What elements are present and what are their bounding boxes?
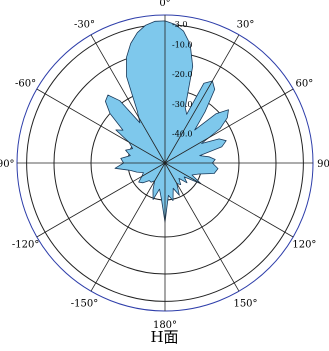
angle-tick-label: 90° <box>317 159 329 170</box>
radial-tick-label: -40.0 <box>172 129 193 138</box>
radial-tick-label: -20.0 <box>172 70 193 79</box>
radial-tick-label: -30.0 <box>172 100 193 109</box>
spoke <box>164 162 294 238</box>
angle-tick-label: -30° <box>74 20 95 31</box>
angle-tick-label: -150° <box>71 298 98 309</box>
angle-tick-label: 120° <box>292 240 316 251</box>
chart-caption: H面 <box>150 328 178 346</box>
angle-tick-label: -120° <box>12 240 39 251</box>
radial-tick-labels: -3.0 -10.0 -20.0 -30.0 -40.0 <box>172 20 193 138</box>
angle-tick-label: 0° <box>159 0 170 9</box>
radial-tick-label: -3.0 <box>172 20 187 29</box>
angle-tick-label: -60° <box>15 79 36 90</box>
spoke <box>36 88 166 164</box>
spoke <box>36 162 166 238</box>
angle-tick-label: -90° <box>0 159 15 170</box>
angle-spokes <box>17 15 313 311</box>
angle-tick-labels: 0° 30° 60° 90° 120° 150° 180° -150° -120° -90° -60… <box>0 0 329 331</box>
spoke <box>164 88 294 164</box>
angle-tick-label: 60° <box>296 79 314 90</box>
angle-tick-label: 180° <box>153 320 177 331</box>
radial-tick-label: -10.0 <box>172 41 193 50</box>
spoke <box>164 162 240 292</box>
angle-tick-label: 150° <box>233 298 257 309</box>
spoke <box>90 162 166 292</box>
angle-tick-label: 30° <box>237 20 255 31</box>
radiation-pattern <box>105 20 229 223</box>
spoke <box>90 34 166 164</box>
pattern-trace <box>105 20 229 223</box>
spoke <box>164 34 240 164</box>
